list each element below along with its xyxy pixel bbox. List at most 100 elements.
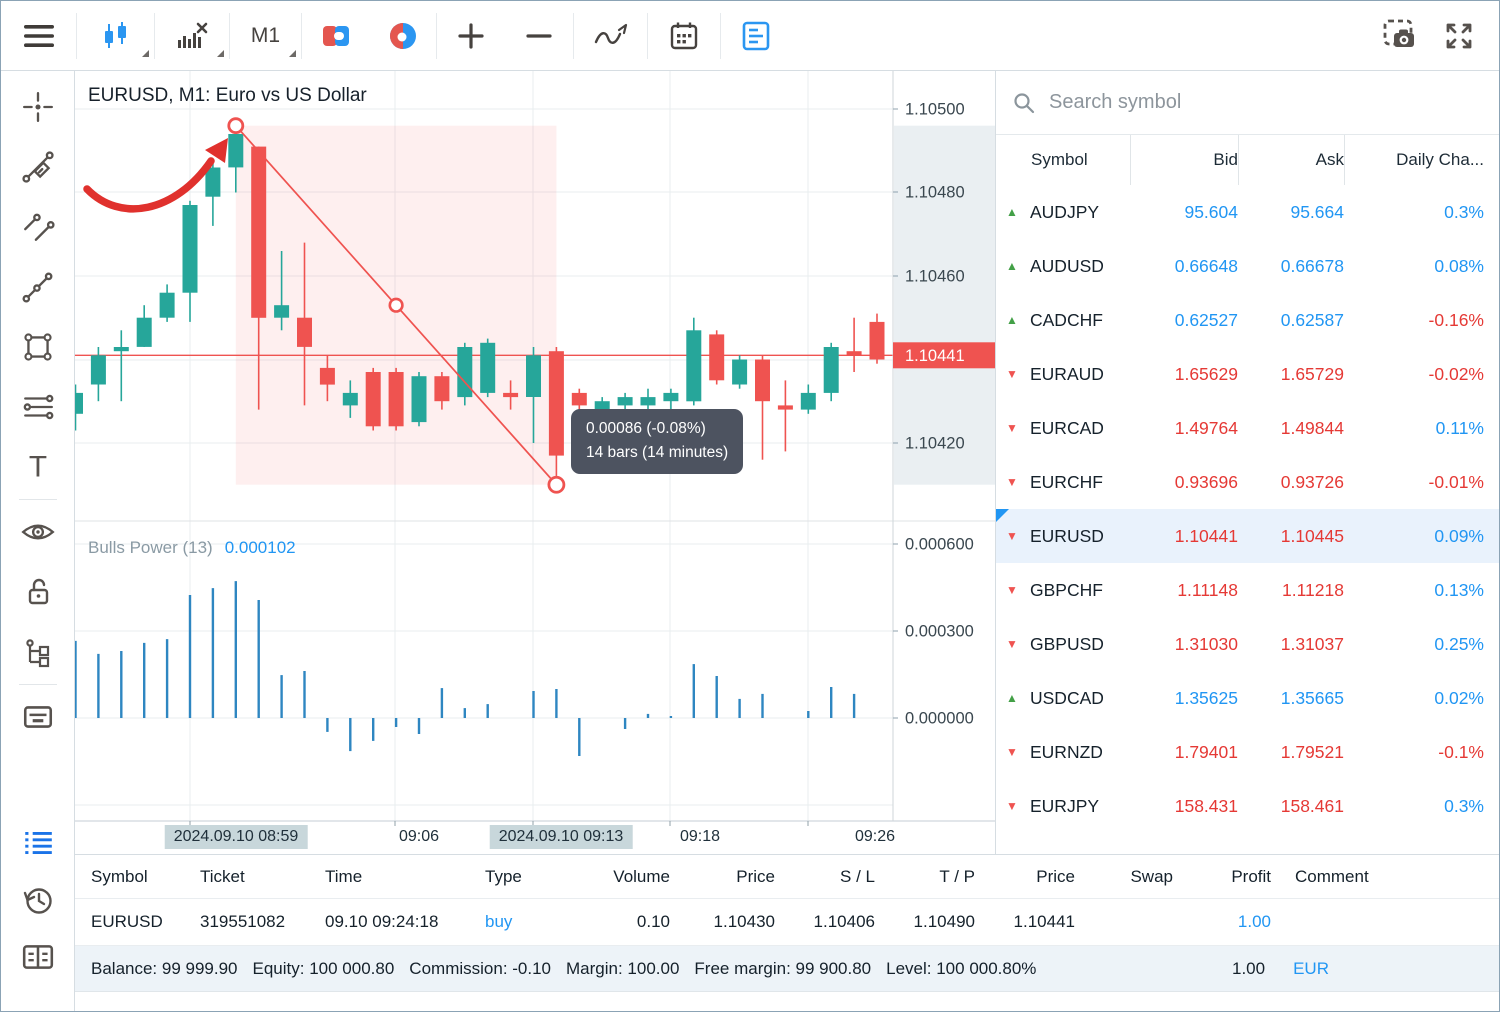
polyline-icon — [21, 272, 52, 303]
candle — [75, 392, 83, 414]
menu-button[interactable] — [1, 1, 76, 70]
column-symbol[interactable]: Symbol — [1031, 150, 1088, 169]
svg-text:0.000300: 0.000300 — [905, 623, 974, 641]
bid-value: 1.31030 — [1174, 633, 1238, 654]
trend-lines-icon — [23, 213, 55, 241]
crosshair-tool[interactable] — [8, 77, 68, 137]
ask-value: 158.461 — [1280, 795, 1344, 816]
ask-value: 1.79521 — [1280, 741, 1344, 762]
fibonacci-tool[interactable] — [8, 377, 68, 437]
column-bid[interactable]: Bid — [1130, 135, 1238, 185]
zoom-out-button[interactable] — [505, 13, 573, 59]
volumes-off-icon — [178, 22, 208, 48]
text-tool[interactable]: T — [8, 437, 68, 497]
symbol-search[interactable] — [996, 71, 1499, 135]
market-watch-row-euraud[interactable]: ▼ EURAUD 1.65629 1.65729 -0.02% — [996, 347, 1499, 401]
symbol-name: EURUSD — [1030, 525, 1104, 546]
daily-change-value: 0.25% — [1434, 633, 1484, 654]
measure-icon — [21, 151, 54, 183]
calendar-button[interactable] — [648, 13, 720, 59]
daily-change-value: 0.3% — [1444, 201, 1484, 222]
visibility-tool[interactable] — [8, 502, 68, 562]
market-watch-row-audusd[interactable]: ▲ AUDUSD 0.66648 0.66678 0.08% — [996, 239, 1499, 293]
column-daily-change[interactable]: Daily Cha... — [1344, 135, 1484, 185]
trend-lines-tool[interactable] — [8, 197, 68, 257]
screenshot-icon — [1383, 19, 1414, 47]
chart-style-button[interactable] — [77, 13, 154, 59]
market-watch-row-audjpy[interactable]: ▲ AUDJPY 95.604 95.664 0.3% — [996, 185, 1499, 239]
journal-button[interactable] — [8, 928, 68, 985]
candle — [342, 392, 358, 406]
chart-canvas[interactable]: 1.10500 1.10480 1.10460 1.10420 1.10441 0.000… — [75, 71, 995, 854]
market-watch-row-eurcad[interactable]: ▼ EURCAD 1.49764 1.49844 0.11% — [996, 401, 1499, 455]
candle — [274, 305, 290, 318]
arrow-annotation — [83, 138, 228, 213]
market-watch-row-gbpusd[interactable]: ▼ GBPUSD 1.31030 1.31037 0.25% — [996, 617, 1499, 671]
screenshot-button[interactable] — [1379, 14, 1423, 58]
time-label: 09:18 — [679, 828, 721, 845]
market-watch-row-eurjpy[interactable]: ▼ EURJPY 158.431 158.461 0.3% — [996, 779, 1499, 833]
fullscreen-icon — [1446, 23, 1472, 48]
market-depth-icon — [389, 22, 416, 49]
column-ask[interactable]: Ask — [1238, 135, 1344, 185]
candle — [869, 321, 885, 360]
candle — [526, 355, 541, 397]
trade-dialog-button[interactable] — [721, 13, 791, 59]
fullscreen-button[interactable] — [1437, 14, 1481, 58]
time-axis[interactable]: 2024.09.10 08:59 09:06 2024.09.10 09:13 09:… — [75, 821, 995, 854]
market-watch-row-eurnzd[interactable]: ▼ EURNZD 1.79401 1.79521 -0.1% — [996, 725, 1499, 779]
zoom-in-button[interactable] — [437, 13, 505, 59]
objects-tree-icon — [25, 639, 49, 668]
search-input[interactable] — [1049, 91, 1483, 114]
symbol-name: EURJPY — [1030, 795, 1100, 816]
ask-value: 1.35665 — [1280, 687, 1344, 708]
col-price: Price — [736, 866, 775, 886]
open-position-row[interactable]: EURUSD 319551082 09.10 09:24:18 buy 0.10… — [75, 899, 1499, 946]
position-open-price: 1.10430 — [713, 912, 775, 931]
candlestick-icon — [104, 21, 126, 48]
market-depth-button[interactable] — [369, 13, 436, 59]
position-ticket: 319551082 — [200, 912, 286, 931]
history-button[interactable] — [8, 871, 68, 928]
lock-tool[interactable] — [8, 562, 68, 622]
symbol-name: EURNZD — [1030, 741, 1103, 762]
svg-text:1.10460: 1.10460 — [905, 268, 965, 286]
indicator-label: Bulls Power (13) 0.000102 — [88, 538, 296, 558]
market-watch-row-gbpchf[interactable]: ▼ GBPCHF 1.11148 1.11218 0.13% — [996, 563, 1499, 617]
print-tool[interactable] — [8, 687, 68, 747]
time-label: 2024.09.10 09:13 — [489, 825, 633, 849]
text-icon: T — [28, 451, 46, 484]
candle — [686, 330, 702, 402]
candle — [503, 392, 519, 398]
bid-value: 1.65629 — [1174, 363, 1238, 384]
market-watch-row-eurchf[interactable]: ▼ EURCHF 0.93696 0.93726 -0.01% — [996, 455, 1499, 509]
chart-title: EURUSD, M1: Euro vs US Dollar — [88, 85, 367, 106]
objects-tree-tool[interactable] — [8, 622, 68, 682]
shapes-tool[interactable] — [8, 317, 68, 377]
objects-button[interactable] — [574, 13, 647, 59]
account-currency[interactable]: EUR — [1293, 958, 1329, 978]
timeframe-button[interactable]: M1 — [230, 13, 301, 59]
timeframe-label: M1 — [250, 23, 281, 47]
fibonacci-icon — [23, 394, 53, 420]
market-watch-row-cadchf[interactable]: ▲ CADCHF 0.62527 0.62587 -0.16% — [996, 293, 1499, 347]
market-watch-row-usdcad[interactable]: ▲ USDCAD 1.35625 1.35665 0.02% — [996, 671, 1499, 725]
polyline-tool[interactable] — [8, 257, 68, 317]
measure-tool[interactable] — [8, 137, 68, 197]
chart-pane[interactable]: 1.10500 1.10480 1.10460 1.10420 1.10441 0.000… — [75, 71, 995, 854]
bid-value: 158.431 — [1174, 795, 1238, 816]
svg-text:T: T — [28, 451, 46, 484]
position-time: 09.10 09:24:18 — [325, 912, 439, 931]
equity-value: Equity: 100 000.80 — [252, 958, 395, 978]
market-watch-panel: Symbol Bid Ask Daily Cha... ▲ AUDJPY 95.60… — [995, 71, 1499, 854]
market-watch-rows: ▲ AUDJPY 95.604 95.664 0.3% ▲ AUDUSD 0.66648 0.6… — [996, 185, 1499, 854]
positions-list-button[interactable] — [8, 814, 68, 871]
col-time: Time — [325, 866, 363, 886]
svg-text:1.10420: 1.10420 — [905, 435, 965, 453]
one-click-trading-button[interactable] — [302, 13, 369, 59]
print-icon — [23, 706, 52, 728]
volumes-toggle-button[interactable] — [155, 13, 229, 59]
market-watch-row-eurusd[interactable]: ▼ EURUSD 1.10441 1.10445 0.09% — [996, 509, 1499, 563]
candle — [297, 317, 312, 347]
ask-value: 1.49844 — [1280, 417, 1344, 438]
